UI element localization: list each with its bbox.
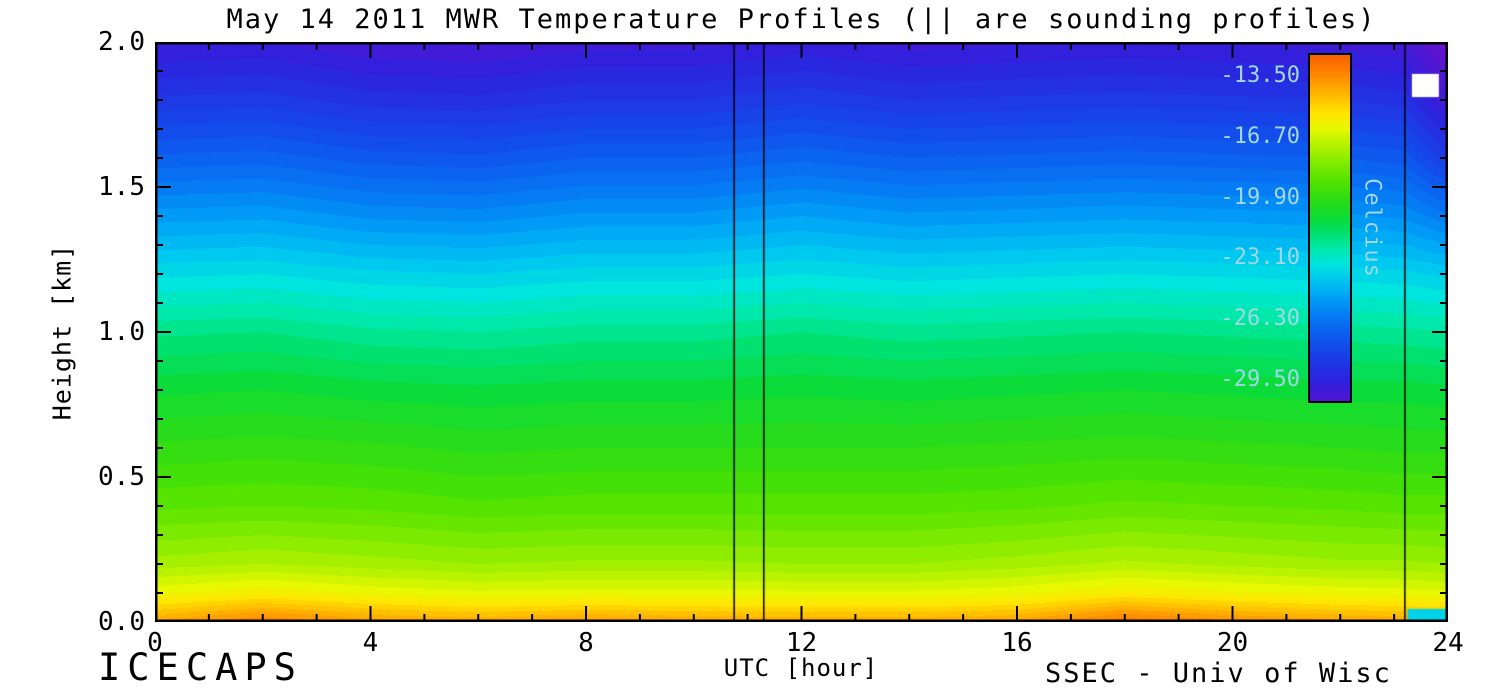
y-tick-label: 0.0 [98,607,145,637]
colorbar-gradient [1310,55,1350,401]
colorbar-tick-label: -13.50 [1220,62,1300,88]
colorbar-tick-label: -23.10 [1220,245,1300,271]
x-tick-label: 8 [578,628,594,658]
y-tick-label: 1.5 [98,172,145,202]
chart-title: May 14 2011 MWR Temperature Profiles (||… [226,4,1377,35]
y-tick-label: 0.5 [98,462,145,492]
x-tick-label: 12 [785,628,818,658]
x-tick-label: 0 [147,628,163,658]
colorbar-tick-label: -16.70 [1220,123,1300,149]
y-tick-label: 1.0 [98,317,145,347]
colorbar-tick-label: -19.90 [1220,184,1300,210]
colorbar-tick-label: -29.50 [1220,367,1300,393]
x-tick-label: 20 [1216,628,1249,658]
x-tick-label: 16 [1001,628,1033,658]
x-tick-label: 24 [1432,628,1464,658]
institution-label: SSEC - Univ of Wisc [1045,658,1392,689]
y-tick-label: 2.0 [98,27,145,57]
project-label: ICECAPS [98,646,303,689]
x-tick-label: 4 [362,628,379,658]
colorbar-tick-label: -26.30 [1220,306,1300,332]
x-axis-label: UTC [hour] [723,654,879,682]
colorbar [1308,53,1352,403]
colorbar-title-text: Celcius [1359,178,1385,278]
